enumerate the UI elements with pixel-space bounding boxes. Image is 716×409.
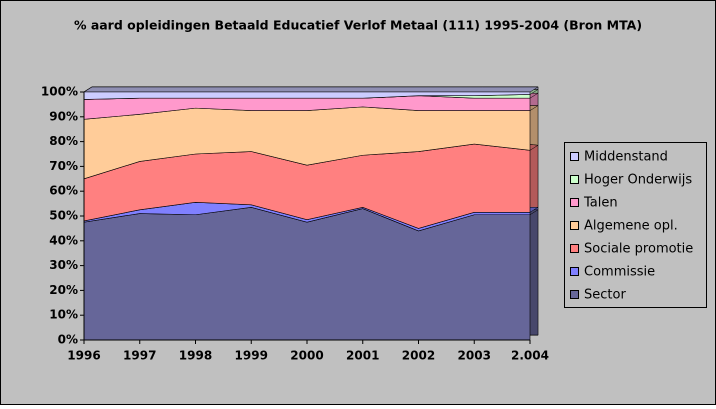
x-tick-label: 2002 [402,349,435,363]
legend-swatch [570,175,579,184]
legend-label: Algemene opl. [584,219,678,234]
y-tick-label: 30% [49,258,78,272]
y-tick-label: 70% [49,159,78,173]
area-top-face [83,86,539,93]
x-tick-label: 2000 [290,349,323,363]
legend-label: Sector [584,288,626,303]
legend-label: Middenstand [584,150,668,165]
x-tick-label: 2003 [458,349,491,363]
x-tick-label: 2001 [346,349,379,363]
y-tick-label: 0% [58,333,78,347]
legend-label: Sociale promotie [584,242,693,257]
x-tick-label: 2.004 [511,349,549,363]
y-tick-label: 40% [49,233,78,247]
x-tick-label: 1999 [235,349,268,363]
chart-title: % aard opleidingen Betaald Educatief Ver… [74,18,642,33]
y-tick-label: 20% [49,283,78,297]
y-tick-label: 80% [49,134,78,148]
y-tick-label: 60% [49,184,78,198]
legend-swatch [570,152,579,161]
x-tick-label: 1998 [179,349,212,363]
area [83,207,531,341]
area [83,91,531,100]
legend-label: Hoger Onderwijs [584,173,692,188]
legend-label: Commissie [584,265,655,280]
legend-swatch [570,221,579,230]
legend-label: Talen [583,196,618,211]
legend-swatch [570,290,579,299]
x-tick-label: 1997 [123,349,156,363]
legend [564,142,707,308]
legend-swatch [570,198,579,207]
y-tick-label: 50% [49,209,78,223]
legend-swatch [570,244,579,253]
legend-swatch [570,267,579,276]
y-tick-label: 10% [49,308,78,322]
y-tick-label: 90% [49,109,78,123]
y-tick-label: 100% [41,85,78,99]
x-tick-label: 1996 [67,349,100,363]
